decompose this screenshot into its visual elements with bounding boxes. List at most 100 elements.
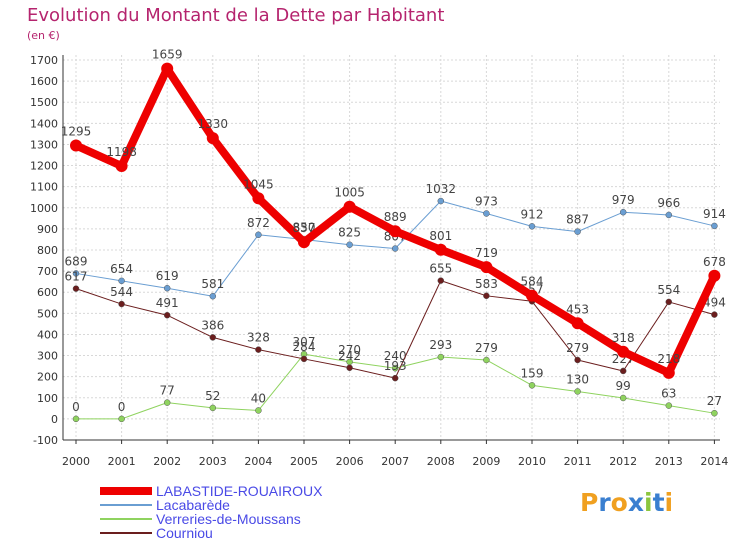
data-point — [346, 364, 353, 372]
data-point — [255, 407, 262, 414]
x-tick-label: 2008 — [427, 455, 455, 468]
data-label: 1659 — [152, 48, 183, 62]
data-point — [300, 355, 308, 363]
data-label: 0 — [118, 400, 126, 414]
data-label: 318 — [612, 331, 635, 345]
legend-label: Courniou — [156, 525, 213, 541]
data-point — [391, 374, 399, 382]
legend-item: Lacabarède — [100, 498, 322, 512]
data-label: 655 — [429, 262, 452, 276]
data-label: 554 — [657, 283, 680, 297]
data-label: 619 — [156, 269, 179, 283]
x-tick-label: 2004 — [244, 455, 272, 468]
data-point — [711, 409, 718, 417]
x-tick-label: 2000 — [62, 455, 90, 468]
y-tick-label: 1500 — [30, 96, 58, 109]
legend-swatch — [100, 504, 152, 506]
x-tick-label: 2011 — [564, 455, 592, 468]
data-label: 889 — [384, 210, 407, 224]
data-label: 1045 — [243, 177, 274, 191]
data-point — [72, 285, 80, 292]
data-point — [209, 292, 217, 300]
data-label: 453 — [566, 302, 589, 316]
logo-letter: i — [644, 488, 653, 517]
logo-letter: r — [598, 488, 611, 517]
x-tick-label: 2001 — [108, 455, 136, 468]
data-label: 689 — [65, 254, 88, 268]
data-label: 52 — [205, 389, 220, 403]
y-tick-label: 900 — [37, 223, 58, 236]
data-point — [437, 197, 445, 205]
data-label: 973 — [475, 194, 498, 208]
legend-swatch — [100, 532, 152, 534]
legend-label: Lacabarède — [156, 497, 230, 513]
data-point — [118, 300, 125, 308]
y-tick-label: 0 — [51, 413, 58, 426]
data-label: 293 — [429, 338, 452, 352]
data-label: 584 — [521, 275, 544, 289]
data-label: 719 — [475, 246, 498, 260]
data-point — [665, 211, 673, 219]
y-tick-label: 1300 — [30, 138, 58, 151]
data-point — [118, 415, 125, 423]
data-label: 284 — [293, 340, 316, 354]
x-tick-label: 2006 — [336, 455, 364, 468]
data-label: 583 — [475, 277, 498, 291]
data-point — [483, 356, 490, 364]
data-point — [255, 346, 262, 353]
y-tick-label: 300 — [37, 350, 58, 363]
x-tick-label: 2010 — [518, 455, 546, 468]
y-tick-label: 1200 — [30, 160, 58, 173]
logo-letter: x — [627, 488, 644, 517]
legend-item: Courniou — [100, 526, 322, 540]
data-point — [619, 394, 627, 402]
data-label: 1330 — [198, 117, 229, 131]
y-tick-label: 400 — [37, 328, 58, 341]
data-point — [619, 367, 627, 375]
data-label: 279 — [566, 341, 589, 355]
data-point — [255, 231, 262, 239]
data-point — [163, 311, 171, 319]
data-point — [209, 404, 217, 412]
data-label: 27 — [707, 394, 722, 408]
data-label: 77 — [160, 384, 175, 398]
legend-item: Verreries-de-Moussans — [100, 512, 322, 526]
data-point — [711, 311, 718, 318]
data-label: 130 — [566, 372, 589, 386]
data-label: 850 — [293, 220, 316, 234]
data-point — [483, 292, 490, 300]
logo-letter: t — [652, 488, 665, 517]
data-point — [346, 241, 353, 248]
data-label: 63 — [661, 387, 676, 401]
data-point — [118, 277, 125, 285]
data-point — [708, 269, 721, 282]
x-tick-label: 2003 — [199, 455, 227, 468]
y-tick-label: 1100 — [30, 181, 58, 194]
data-label: 218 — [657, 352, 680, 366]
data-label: 825 — [338, 226, 361, 240]
data-label: 0 — [72, 400, 80, 414]
data-label: 1032 — [426, 182, 457, 196]
data-point — [665, 298, 673, 306]
data-label: 270 — [338, 343, 361, 357]
legend: LABASTIDE-ROUAIROUX Lacabarède Verreries-d… — [100, 484, 322, 540]
data-point — [391, 245, 399, 252]
data-point — [72, 270, 80, 277]
data-label: 837 — [293, 221, 316, 235]
y-tick-label: 1600 — [30, 75, 58, 88]
x-tick-label: 2005 — [290, 455, 318, 468]
y-tick-label: -100 — [33, 434, 58, 447]
x-tick-label: 2002 — [153, 455, 181, 468]
data-point — [480, 261, 493, 274]
data-point — [389, 225, 402, 238]
y-tick-label: 1000 — [30, 202, 58, 215]
data-label: 1005 — [334, 186, 365, 200]
data-point — [574, 388, 581, 395]
data-point — [574, 356, 581, 364]
data-point — [526, 289, 538, 302]
data-label: 654 — [110, 262, 133, 276]
logo-letter: i — [664, 488, 674, 517]
data-label: 912 — [521, 207, 544, 221]
line-chart: -100010020030040050060070080090010001100… — [30, 48, 728, 468]
